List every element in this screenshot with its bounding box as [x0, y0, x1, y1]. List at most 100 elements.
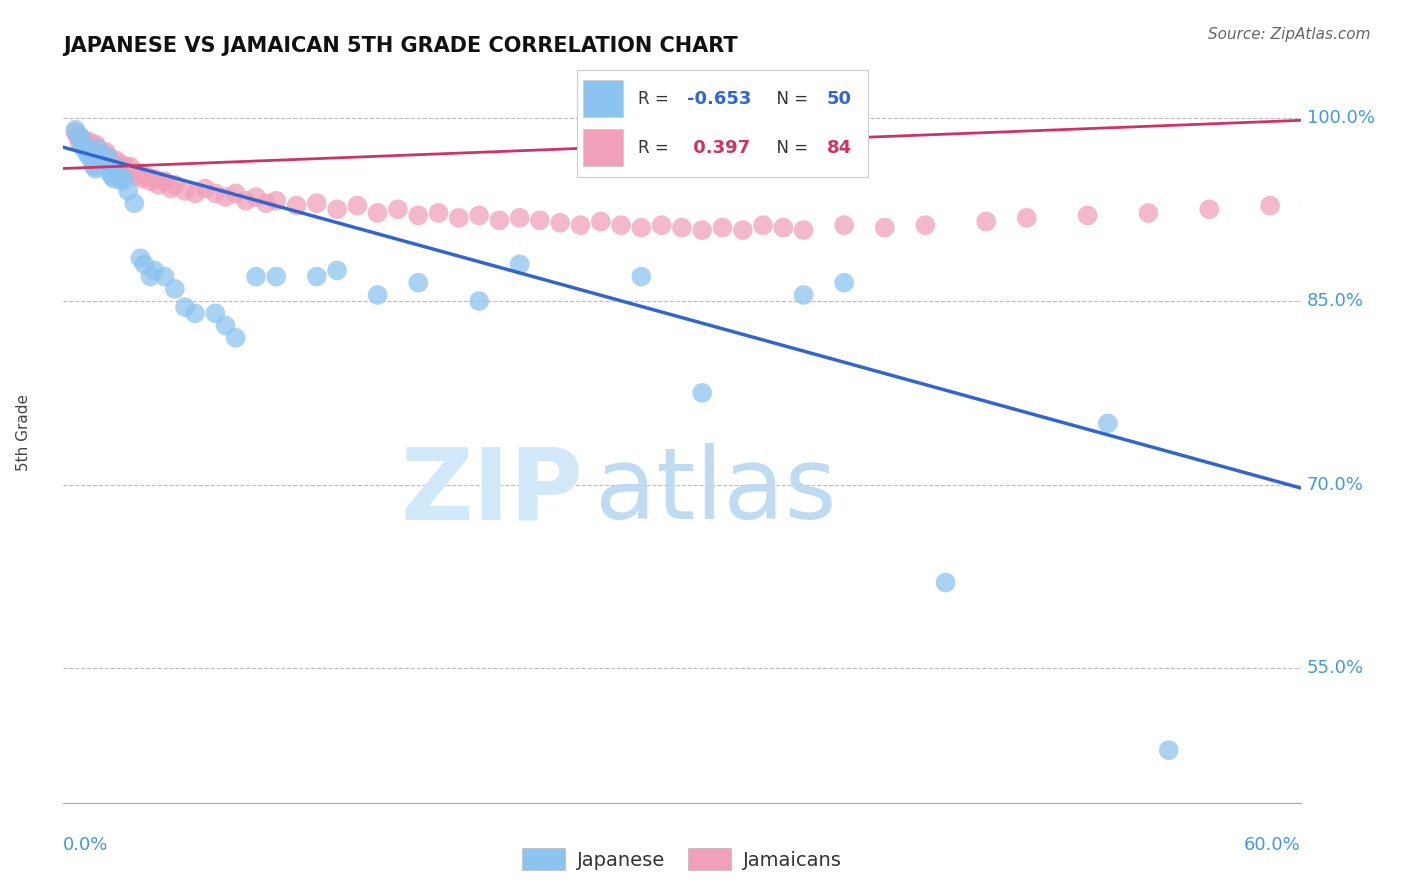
- Point: [79, 135, 101, 149]
- Text: 5th Grade: 5th Grade: [17, 394, 31, 471]
- Point: [225, 331, 247, 345]
- Point: [65, 125, 87, 139]
- Point: [76, 140, 98, 154]
- Point: [93, 157, 115, 171]
- Point: [72, 141, 94, 155]
- Point: [914, 218, 936, 232]
- Point: [406, 276, 429, 290]
- Point: [70, 135, 93, 149]
- Point: [117, 184, 139, 198]
- Point: [184, 186, 207, 201]
- Point: [690, 385, 713, 400]
- Point: [264, 194, 287, 208]
- Point: [630, 220, 652, 235]
- Point: [731, 223, 754, 237]
- Point: [305, 269, 328, 284]
- Point: [832, 218, 855, 232]
- Point: [115, 160, 138, 174]
- Point: [75, 141, 97, 155]
- Point: [84, 161, 107, 176]
- Point: [103, 171, 125, 186]
- Point: [367, 288, 389, 302]
- Point: [98, 165, 121, 179]
- Point: [711, 220, 734, 235]
- Point: [120, 160, 142, 174]
- Point: [122, 169, 145, 184]
- Point: [1258, 199, 1281, 213]
- Point: [569, 218, 592, 232]
- Point: [84, 137, 107, 152]
- Point: [529, 213, 551, 227]
- Point: [105, 153, 128, 168]
- Point: [468, 294, 491, 309]
- Point: [346, 199, 368, 213]
- Point: [79, 150, 101, 164]
- Point: [264, 269, 287, 284]
- Point: [468, 208, 491, 222]
- Point: [548, 216, 571, 230]
- Point: [129, 252, 152, 266]
- Point: [69, 128, 91, 143]
- Point: [326, 202, 349, 217]
- Point: [101, 169, 124, 184]
- Point: [245, 269, 267, 284]
- Point: [153, 174, 176, 188]
- Text: 70.0%: 70.0%: [1306, 475, 1364, 493]
- Text: 100.0%: 100.0%: [1306, 109, 1375, 127]
- Point: [70, 137, 93, 152]
- Point: [122, 196, 145, 211]
- Point: [174, 300, 197, 314]
- Point: [285, 199, 308, 213]
- Point: [1137, 206, 1160, 220]
- Point: [131, 171, 153, 186]
- Text: 55.0%: 55.0%: [1306, 659, 1364, 677]
- Point: [671, 220, 693, 235]
- Point: [488, 213, 510, 227]
- Point: [127, 165, 149, 179]
- Text: JAPANESE VS JAMAICAN 5TH GRADE CORRELATION CHART: JAPANESE VS JAMAICAN 5TH GRADE CORRELATI…: [63, 36, 738, 55]
- Point: [630, 269, 652, 284]
- Point: [143, 171, 166, 186]
- Point: [83, 145, 105, 159]
- Point: [509, 257, 531, 271]
- Point: [90, 147, 112, 161]
- Point: [108, 157, 131, 171]
- Point: [225, 186, 247, 201]
- Point: [214, 318, 236, 333]
- Point: [690, 223, 713, 237]
- Point: [935, 575, 957, 590]
- Point: [112, 164, 135, 178]
- Point: [89, 145, 111, 159]
- Point: [117, 165, 139, 179]
- Point: [107, 161, 129, 176]
- Point: [97, 150, 120, 164]
- Point: [974, 214, 997, 228]
- Text: 60.0%: 60.0%: [1244, 836, 1301, 855]
- Point: [163, 282, 186, 296]
- Point: [80, 153, 103, 168]
- Point: [143, 263, 166, 277]
- Point: [80, 141, 103, 155]
- Point: [184, 306, 207, 320]
- Point: [87, 141, 110, 155]
- Text: Source: ZipAtlas.com: Source: ZipAtlas.com: [1208, 27, 1371, 42]
- Point: [89, 147, 111, 161]
- Point: [651, 218, 673, 232]
- Point: [214, 190, 236, 204]
- Point: [367, 206, 389, 220]
- Point: [1157, 743, 1180, 757]
- Text: 0.0%: 0.0%: [63, 836, 108, 855]
- Point: [153, 269, 176, 284]
- Point: [90, 153, 112, 168]
- Text: atlas: atlas: [595, 443, 837, 541]
- Point: [94, 160, 117, 174]
- Point: [98, 153, 121, 168]
- Point: [101, 157, 124, 171]
- Point: [94, 145, 117, 159]
- Point: [139, 269, 162, 284]
- Point: [589, 214, 612, 228]
- Point: [245, 190, 267, 204]
- Point: [148, 178, 170, 192]
- Point: [1097, 417, 1119, 431]
- Point: [134, 257, 156, 271]
